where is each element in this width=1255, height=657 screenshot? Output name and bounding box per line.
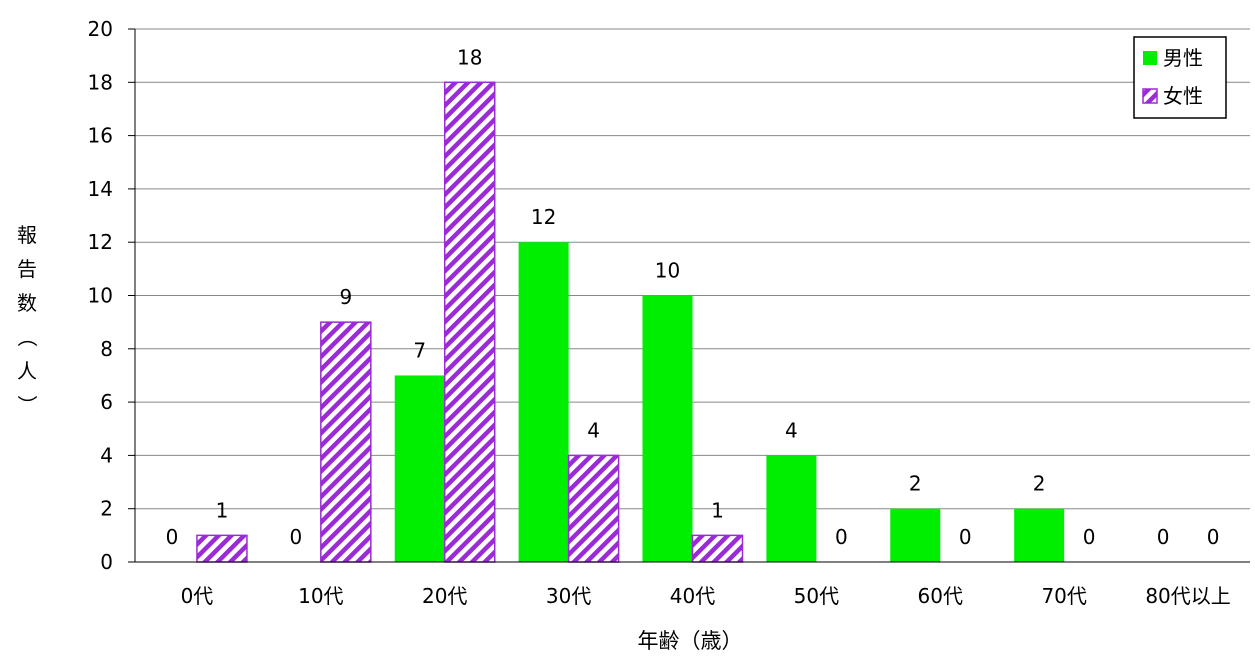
y-tick-label: 4: [100, 443, 113, 467]
bar-male: [518, 242, 569, 562]
y-tick-label: 14: [88, 177, 113, 201]
data-label: 0: [166, 525, 179, 549]
legend-label: 男性: [1163, 46, 1203, 70]
legend-box: [1133, 36, 1227, 119]
x-tick-label: 70代: [1041, 584, 1086, 608]
x-tick-label: 50代: [794, 584, 839, 608]
y-axis-title-char: （: [15, 327, 39, 347]
data-label: 4: [587, 418, 600, 442]
data-label: 0: [959, 525, 972, 549]
x-tick-label: 0代: [181, 584, 214, 608]
data-label: 0: [289, 525, 302, 549]
data-label: 9: [339, 285, 352, 309]
legend-swatch: [1143, 51, 1157, 65]
x-tick-label: 40代: [670, 584, 715, 608]
bars: [196, 81, 1065, 563]
data-label: 7: [413, 338, 426, 362]
x-tick-label: 10代: [298, 584, 343, 608]
y-axis-title-char: 数: [17, 291, 37, 315]
y-tick-label: 10: [88, 284, 113, 308]
y-tick-label: 2: [100, 497, 113, 521]
bar-female: [320, 321, 372, 563]
bar-male: [890, 508, 941, 562]
bar-female: [567, 454, 620, 563]
x-tick-label: 30代: [546, 584, 591, 608]
data-label: 2: [909, 472, 922, 496]
x-tick-label: 60代: [918, 584, 963, 608]
legend-label: 女性: [1163, 84, 1203, 108]
x-tick-label: 80代以上: [1145, 584, 1230, 608]
x-axis-title: 年齢（歳）: [638, 629, 743, 653]
y-axis-title-char: 人: [17, 359, 37, 383]
x-tick-label: 20代: [422, 584, 467, 608]
data-label: 1: [216, 498, 229, 522]
data-label: 0: [1157, 525, 1170, 549]
bar-female: [443, 81, 496, 563]
data-label: 2: [1033, 472, 1046, 496]
y-tick-label: 18: [88, 70, 113, 94]
data-label: 4: [785, 418, 798, 442]
legend-swatch: [1142, 88, 1158, 104]
x-axis-ticks: 0代 10代 20代 30代 40代 50代 60代 70代 80代以上: [181, 584, 1231, 608]
data-label: 1: [711, 498, 724, 522]
bar-female: [196, 534, 248, 563]
bar-male: [394, 375, 445, 562]
y-tick-label: 6: [100, 390, 113, 414]
y-tick-label: 12: [88, 230, 113, 254]
y-axis-title: 報告数 （ 人 ）: [15, 223, 39, 415]
bar-male: [766, 455, 817, 562]
data-label: 18: [457, 45, 482, 69]
bar-female: [691, 534, 744, 563]
bar-male: [642, 295, 693, 562]
bar-male: [1014, 508, 1065, 562]
y-axis-title-char: 告: [17, 257, 37, 281]
y-tick-label: 20: [88, 17, 113, 41]
data-label: 0: [1207, 525, 1220, 549]
y-tick-label: 8: [100, 337, 113, 361]
y-tick-label: 0: [100, 550, 113, 574]
y-axis-title-char: ）: [15, 395, 39, 415]
data-label: 10: [655, 259, 680, 283]
data-label: 0: [1083, 525, 1096, 549]
y-tick-label: 16: [88, 124, 113, 148]
data-label: 0: [835, 525, 848, 549]
y-axis-title-char: 報: [17, 223, 37, 247]
data-label: 12: [531, 205, 556, 229]
y-axis-ticks: 0 2 4 6 8 10 12 14 16 18 20: [88, 17, 136, 574]
